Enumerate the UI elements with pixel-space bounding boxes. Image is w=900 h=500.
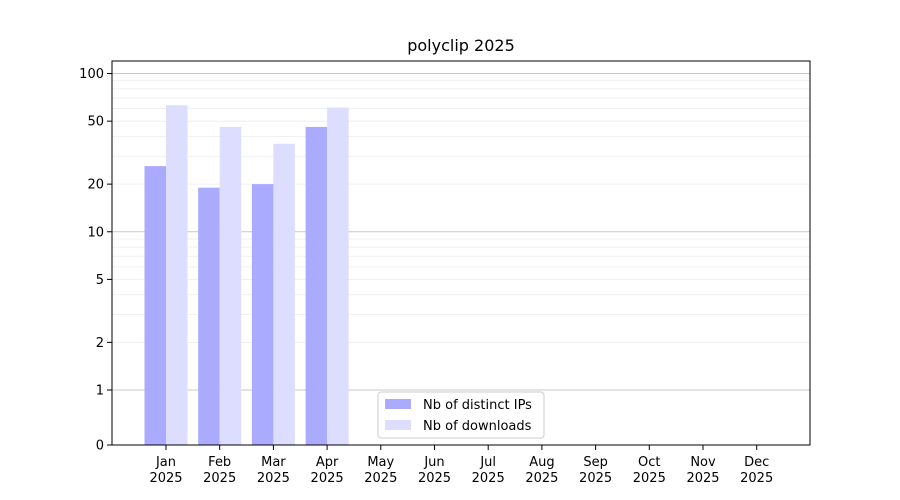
x-tick-label-oct: Oct 2025 bbox=[633, 455, 666, 486]
legend-label-downloads: Nb of downloads bbox=[423, 419, 532, 434]
x-tick-label-aug: Aug 2025 bbox=[525, 455, 558, 486]
bar-downloads-apr bbox=[327, 107, 349, 446]
x-axis: Jan 2025 Feb 2025 Mar 2025 Apr 2025 May 2025 Jun 20… bbox=[149, 445, 773, 486]
x-tick-label-mar: Mar 2025 bbox=[257, 455, 290, 486]
y-axis: 0 1 2 5 10 20 50 100 bbox=[79, 67, 112, 454]
bar-distinct-ips-jan bbox=[144, 166, 166, 445]
legend-swatch-downloads bbox=[385, 420, 411, 430]
y-tick-label: 2 bbox=[96, 336, 104, 351]
x-tick-label-nov: Nov 2025 bbox=[686, 455, 719, 486]
plot-area-frame bbox=[111, 60, 811, 446]
bar-distinct-ips-feb bbox=[198, 187, 220, 446]
chart-title: polyclip 2025 bbox=[407, 36, 515, 55]
bars bbox=[144, 105, 349, 446]
x-tick-label-sep: Sep 2025 bbox=[579, 455, 612, 486]
legend-frame bbox=[377, 391, 545, 439]
x-tick-label-dec: Dec 2025 bbox=[740, 455, 773, 486]
legend-label-distinct-ips: Nb of distinct IPs bbox=[423, 398, 532, 413]
y-tick-label: 10 bbox=[87, 225, 104, 240]
y-tick-label: 20 bbox=[87, 178, 104, 193]
legend-swatch-distinct-ips bbox=[385, 399, 411, 409]
x-tick-label-may: May 2025 bbox=[364, 455, 397, 486]
y-tick-label: 100 bbox=[79, 67, 104, 82]
bar-downloads-mar bbox=[273, 143, 295, 445]
y-tick-label: 1 bbox=[96, 384, 104, 399]
bar-downloads-jan bbox=[166, 105, 188, 445]
bar-distinct-ips-apr bbox=[305, 126, 328, 445]
x-tick-label-jul: Jul 2025 bbox=[472, 455, 505, 486]
x-tick-label-apr: Apr 2025 bbox=[311, 455, 344, 486]
legend: Nb of distinct IPs Nb of downloads bbox=[377, 391, 545, 439]
y-tick-label: 50 bbox=[87, 115, 104, 130]
x-tick-label-jun: Jun 2025 bbox=[418, 455, 451, 486]
bar-downloads-feb bbox=[219, 126, 242, 445]
x-tick-label-jan: Jan 2025 bbox=[149, 455, 182, 486]
x-tick-label-feb: Feb 2025 bbox=[203, 455, 236, 486]
y-tick-label: 0 bbox=[96, 439, 104, 454]
y-tick-label: 5 bbox=[96, 273, 104, 288]
bar-distinct-ips-mar bbox=[251, 184, 274, 445]
